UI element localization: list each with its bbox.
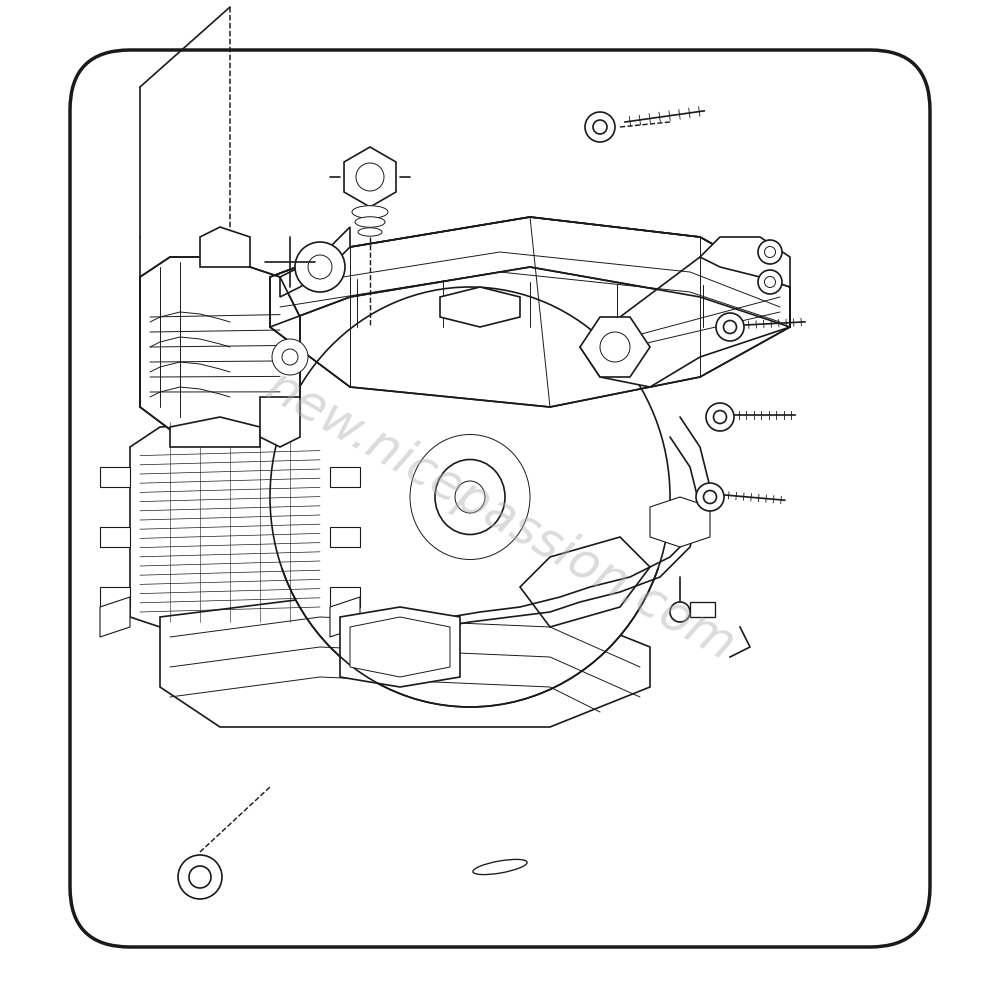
Ellipse shape [270,287,670,707]
Ellipse shape [358,227,382,236]
Polygon shape [280,227,350,297]
Ellipse shape [352,205,388,218]
Circle shape [758,270,782,294]
Polygon shape [170,417,260,447]
Polygon shape [330,527,360,547]
FancyBboxPatch shape [70,50,930,947]
Polygon shape [270,217,790,327]
Circle shape [724,320,736,334]
Polygon shape [200,227,250,267]
Circle shape [714,411,726,424]
Polygon shape [580,257,790,387]
Circle shape [189,866,211,888]
Circle shape [272,339,308,375]
Ellipse shape [435,460,505,534]
Circle shape [765,246,776,257]
Polygon shape [330,597,360,637]
Circle shape [716,313,744,341]
Circle shape [600,332,630,362]
Polygon shape [140,257,300,437]
Circle shape [295,242,345,292]
Polygon shape [650,497,710,547]
Polygon shape [260,397,300,447]
Ellipse shape [355,216,385,227]
Polygon shape [344,147,396,207]
FancyBboxPatch shape [690,602,715,617]
Polygon shape [100,467,130,487]
Circle shape [765,276,776,287]
Circle shape [178,855,222,899]
Circle shape [308,255,332,279]
Polygon shape [330,587,360,607]
Ellipse shape [473,859,527,874]
Circle shape [758,240,782,264]
Circle shape [670,602,690,622]
Polygon shape [700,237,790,287]
Circle shape [706,403,734,431]
Circle shape [282,349,298,365]
Polygon shape [440,287,520,327]
Text: new.nicepassion.com: new.nicepassion.com [257,363,743,671]
Polygon shape [100,587,130,607]
Polygon shape [100,527,130,547]
Polygon shape [330,467,360,487]
Polygon shape [520,537,650,627]
Polygon shape [130,417,330,627]
Polygon shape [340,607,460,687]
Polygon shape [350,617,450,677]
Circle shape [696,483,724,511]
Ellipse shape [455,481,485,513]
Circle shape [585,112,615,142]
Polygon shape [580,317,650,377]
Polygon shape [100,597,130,637]
Circle shape [593,120,607,134]
Circle shape [356,163,384,191]
Polygon shape [160,597,650,727]
Circle shape [704,491,716,503]
